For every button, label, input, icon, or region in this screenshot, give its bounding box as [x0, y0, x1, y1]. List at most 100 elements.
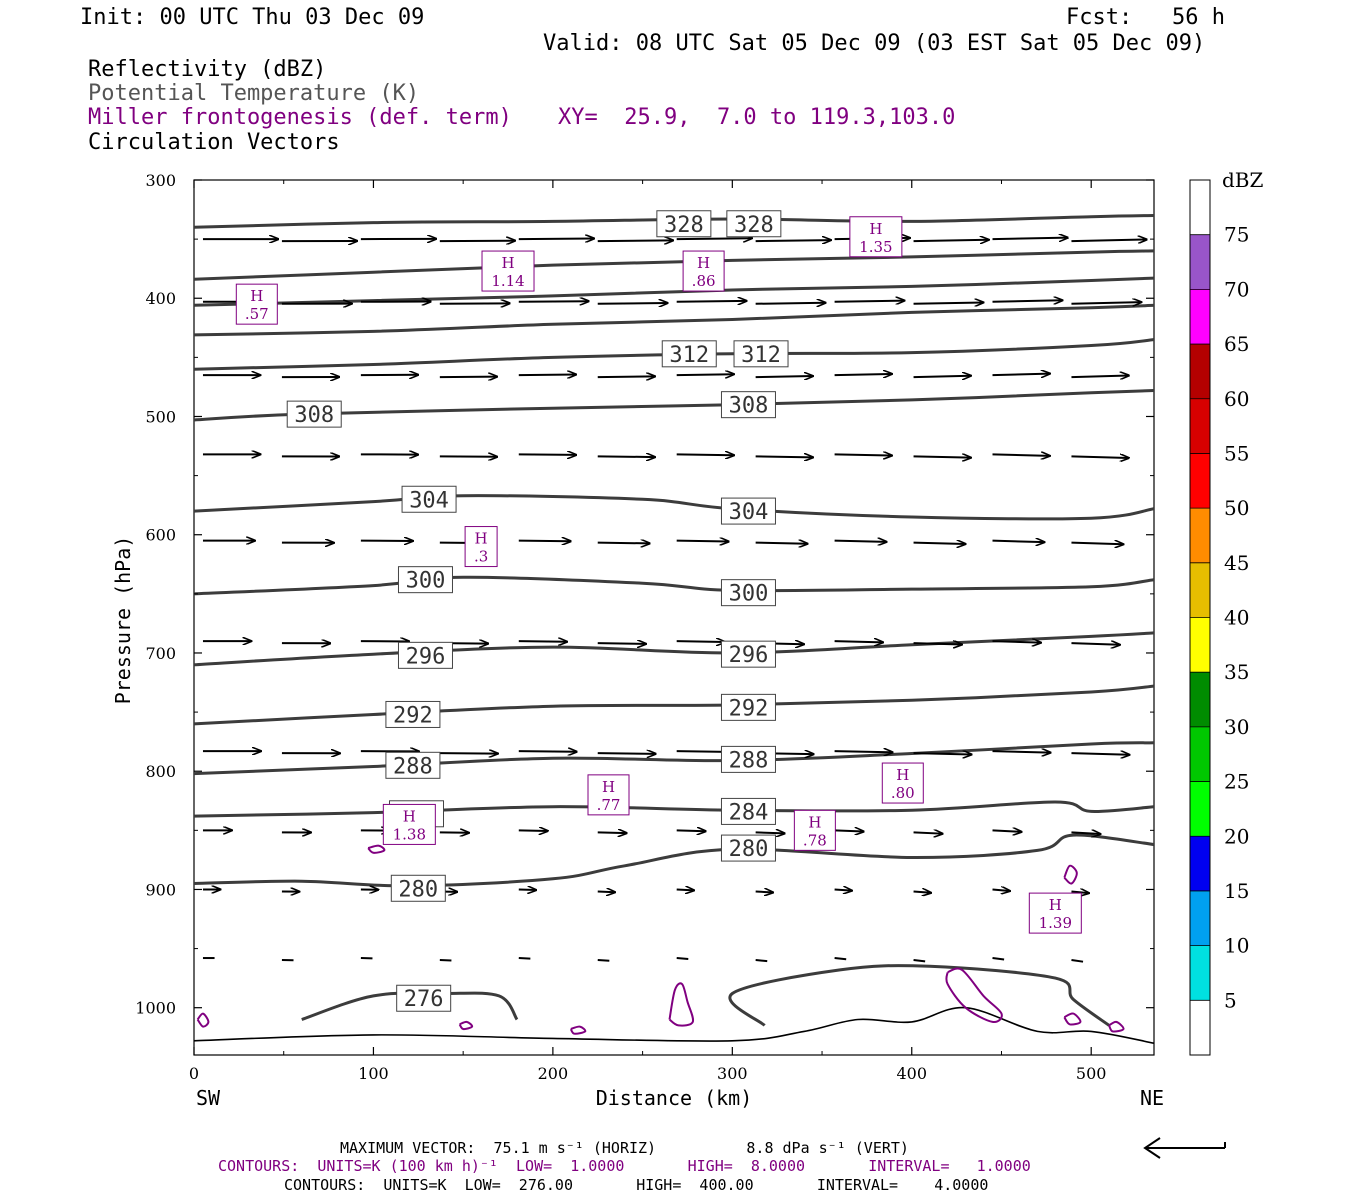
- fronto-max-h: H: [475, 530, 488, 548]
- theta-label: 288: [393, 754, 433, 779]
- field-reflectivity: Reflectivity (dBZ): [88, 57, 327, 82]
- theta-label: 312: [741, 343, 781, 368]
- colorbar-segment: [1190, 726, 1210, 782]
- circulation-vector: [1071, 643, 1119, 645]
- theta-label-box: [401, 485, 457, 513]
- fronto-contour: [569, 1025, 587, 1035]
- fronto-max-h: H: [869, 220, 882, 238]
- fronto-contour: [668, 982, 695, 1027]
- valid-time: Valid: 08 UTC Sat 05 Dec 09 (03 EST Sat …: [543, 31, 1206, 56]
- theta-label: 300: [406, 569, 446, 594]
- circulation-vector: [1071, 456, 1128, 458]
- fronto-max-h: H: [1049, 896, 1062, 914]
- theta-label-box: [720, 640, 776, 668]
- colorbar-segment: [1190, 508, 1210, 563]
- circulation-vector: [834, 830, 864, 831]
- circulation-vector: [597, 891, 615, 892]
- footer-max-vector: MAXIMUM VECTOR: 75.1 m s⁻¹ (HORIZ) 8.8 d…: [340, 1139, 909, 1157]
- theta-label-box: [720, 693, 776, 721]
- fronto-contour: [196, 1012, 210, 1028]
- colorbar-segment: [1190, 562, 1210, 618]
- circulation-vector: [755, 240, 831, 241]
- circulation-vector: [597, 643, 646, 644]
- theta-label: 288: [729, 748, 769, 773]
- circulation-vector: [676, 301, 747, 302]
- x-tick-label: 0: [189, 1064, 199, 1083]
- x-axis-label: Distance (km): [596, 1086, 753, 1110]
- theta-label-box: [656, 210, 712, 238]
- colorbar-title: dBZ: [1222, 168, 1264, 192]
- fronto-max-h: H: [896, 766, 909, 784]
- y-axis-label: Pressure (hPa): [111, 536, 135, 705]
- fronto-max-value: .57: [245, 305, 269, 323]
- circulation-vector: [676, 238, 752, 239]
- fronto-max-value: .77: [597, 796, 621, 814]
- y-tick-label: 800: [145, 762, 176, 781]
- fronto-contour: [367, 844, 386, 854]
- theta-contour-296: [194, 631, 1154, 667]
- circulation-vector: [676, 889, 694, 890]
- circulation-vector: [834, 454, 892, 455]
- fronto-max-value: .80: [891, 784, 915, 802]
- theta-label: 304: [729, 500, 769, 525]
- theta-label-box: [390, 874, 446, 902]
- circulation-vector: [755, 456, 813, 457]
- ne-label: NE: [1140, 1086, 1164, 1110]
- fronto-max-box: [235, 283, 278, 325]
- circulation-vector: [597, 959, 610, 962]
- colorbar-segment: [1190, 836, 1210, 891]
- fronto-max-box: [881, 762, 924, 804]
- circulation-vector: [518, 239, 594, 240]
- colorbar-label: 15: [1224, 879, 1249, 903]
- colorbar-label: 20: [1224, 824, 1249, 848]
- theta-label: 280: [729, 837, 769, 862]
- y-tick-label: 300: [145, 171, 176, 190]
- circulation-vector: [992, 830, 1022, 832]
- colorbar-label: 10: [1224, 934, 1249, 958]
- fronto-contour: [1063, 864, 1078, 885]
- circulation-vector: [992, 374, 1050, 376]
- fronto-max-box: [587, 774, 630, 816]
- circulation-vector: [913, 891, 931, 892]
- colorbar-label: 65: [1224, 332, 1249, 356]
- circulation-vector: [518, 957, 531, 960]
- y-tick-label: 600: [145, 526, 176, 545]
- fronto-max-value: 1.35: [859, 238, 892, 256]
- circulation-vector: [597, 303, 668, 304]
- theta-contour-276: [728, 964, 1110, 1027]
- circulation-vector: [992, 751, 1051, 753]
- circulation-vector: [992, 641, 1041, 643]
- fronto-max-box: [481, 250, 535, 292]
- x-tick-label: 100: [358, 1064, 389, 1083]
- field-circulation-vectors: Circulation Vectors: [88, 130, 340, 155]
- circulation-vector: [518, 889, 536, 890]
- theta-label: 308: [294, 403, 334, 428]
- circulation-vector: [834, 541, 887, 542]
- circulation-vector: [755, 891, 773, 892]
- fronto-max-box: [849, 216, 903, 258]
- theta-label: 328: [734, 213, 774, 238]
- reference-vector-arrowhead: [1143, 1137, 1161, 1159]
- circulation-vector: [992, 300, 1063, 302]
- theta-contour-300: [194, 575, 1154, 596]
- circulation-vector: [597, 456, 655, 457]
- fronto-max-value: .3: [474, 548, 488, 566]
- fronto-max-h: H: [250, 287, 263, 305]
- cross-section-endpoints: XY= 25.9, 7.0 to 119.3,103.0: [558, 105, 956, 130]
- colorbar-segment: [1190, 398, 1210, 454]
- circulation-vector: [1071, 959, 1084, 963]
- theta-label-box: [733, 340, 789, 368]
- theta-label: 296: [406, 644, 446, 669]
- theta-label-box: [720, 745, 776, 773]
- colorbar-segment: [1190, 234, 1210, 290]
- fronto-max-box: [682, 250, 725, 292]
- theta-label-box: [396, 984, 452, 1012]
- circulation-vector: [913, 302, 984, 303]
- footer-fronto-contours: CONTOURS: UNITS=K (100 km h)⁻¹ LOW= 1.00…: [218, 1157, 1031, 1175]
- theta-label: 304: [409, 488, 449, 513]
- colorbar-label: 50: [1224, 496, 1249, 520]
- fronto-max-h: H: [403, 807, 416, 825]
- y-tick-label: 900: [145, 880, 176, 899]
- theta-label: 276: [404, 987, 444, 1012]
- theta-label: 300: [729, 582, 769, 607]
